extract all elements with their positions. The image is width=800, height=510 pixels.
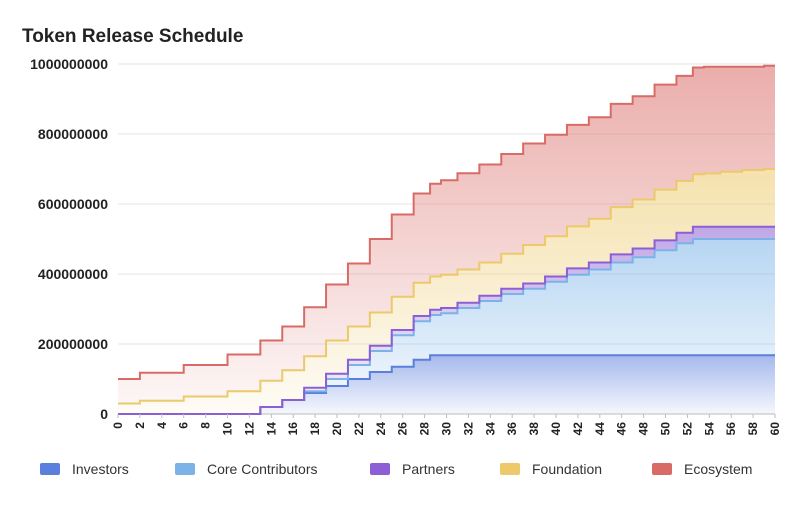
legend-item-ecosystem[interactable]: Ecosystem <box>652 461 752 477</box>
x-tick-label: 6 <box>177 422 191 429</box>
line-ecosystem <box>118 64 775 380</box>
x-tick-label: 60 <box>768 422 782 436</box>
legend-item-partners[interactable]: Partners <box>370 461 455 477</box>
x-tick-label: 44 <box>593 422 607 436</box>
y-tick-label: 800000000 <box>38 126 108 142</box>
x-tick-label: 16 <box>286 422 300 436</box>
x-tick-label: 30 <box>440 422 454 436</box>
legend-swatch <box>175 463 195 475</box>
legend-item-foundation[interactable]: Foundation <box>500 461 602 477</box>
x-tick-label: 14 <box>264 422 278 436</box>
y-tick-label: 600000000 <box>38 196 108 212</box>
y-tick-label: 200000000 <box>38 336 108 352</box>
x-tick-label: 20 <box>330 422 344 436</box>
y-tick-label: 400000000 <box>38 266 108 282</box>
x-tick-label: 34 <box>483 422 497 436</box>
x-tick-label: 38 <box>527 422 541 436</box>
x-tick-label: 32 <box>461 422 475 436</box>
legend-label: Partners <box>402 461 455 477</box>
line-partners <box>118 225 775 415</box>
x-tick-label: 36 <box>505 422 519 436</box>
legend-swatch <box>652 463 672 475</box>
series-lines <box>118 64 775 415</box>
y-tick-label: 1000000000 <box>30 56 108 72</box>
x-tick-label: 46 <box>615 422 629 436</box>
x-tick-label: 24 <box>374 422 388 436</box>
legend-item-investors[interactable]: Investors <box>40 461 129 477</box>
x-tick-label: 28 <box>418 422 432 436</box>
area-ecosystem <box>118 65 775 404</box>
x-tick-label: 40 <box>549 422 563 436</box>
x-tick-label: 42 <box>571 422 585 436</box>
x-axis-ticks: 0 2 4 6 8 10 12 14 16 18 20 22 24 26 28 30 32 34 36 38 40 42 4… <box>111 414 782 435</box>
x-tick-label: 2 <box>133 422 147 429</box>
x-tick-label: 4 <box>155 422 169 429</box>
legend-swatch <box>370 463 390 475</box>
area-layers <box>118 65 775 414</box>
y-tick-label: 0 <box>100 406 108 422</box>
y-axis-ticks: 0 200000000 400000000 600000000 800000000 100… <box>30 56 108 422</box>
legend-label: Core Contributors <box>207 461 318 477</box>
area-investors <box>118 355 775 414</box>
x-tick-label: 50 <box>659 422 673 436</box>
x-tick-label: 58 <box>746 422 760 436</box>
legend-label: Ecosystem <box>684 461 752 477</box>
x-tick-label: 10 <box>221 422 235 436</box>
legend-label: Foundation <box>532 461 602 477</box>
x-tick-label: 12 <box>242 422 256 436</box>
x-tick-label: 48 <box>637 422 651 436</box>
x-tick-label: 56 <box>724 422 738 436</box>
legend-label: Investors <box>72 461 129 477</box>
x-tick-label: 0 <box>111 422 125 429</box>
x-tick-label: 18 <box>308 422 322 436</box>
line-foundation <box>118 168 775 405</box>
x-tick-label: 52 <box>680 422 694 436</box>
chart-title: Token Release Schedule <box>22 26 243 47</box>
legend: Investors Core Contributors Partners Founda… <box>40 461 752 477</box>
x-tick-label: 22 <box>352 422 366 436</box>
x-tick-label: 8 <box>199 422 213 429</box>
x-tick-label: 54 <box>702 422 716 436</box>
area-foundation <box>118 169 775 414</box>
legend-item-core-contributors[interactable]: Core Contributors <box>175 461 318 477</box>
area-core-contributors <box>118 239 775 414</box>
x-tick-label: 26 <box>396 422 410 436</box>
legend-swatch <box>500 463 520 475</box>
legend-swatch <box>40 463 60 475</box>
